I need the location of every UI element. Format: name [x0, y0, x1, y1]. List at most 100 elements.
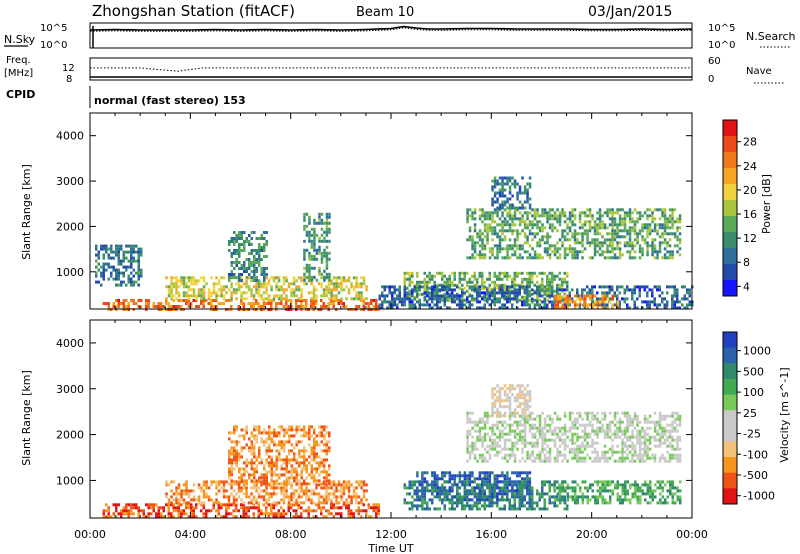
range-cell	[596, 244, 599, 248]
range-cell	[115, 283, 118, 287]
range-cell	[215, 305, 218, 308]
range-cell	[483, 438, 487, 442]
range-cell	[355, 495, 358, 499]
range-cell	[285, 479, 288, 483]
range-cell	[533, 235, 537, 239]
range-cell	[476, 438, 479, 442]
range-cell	[478, 294, 481, 298]
range-cell	[167, 483, 171, 487]
range-cell	[508, 289, 511, 293]
range-cell	[170, 515, 173, 519]
range-cell	[528, 492, 531, 496]
range-cell	[508, 300, 511, 304]
range-cell	[372, 506, 375, 510]
range-cell	[541, 480, 544, 484]
range-cell	[242, 483, 246, 487]
range-cell	[347, 503, 350, 507]
range-cell	[197, 291, 201, 295]
range-cell	[295, 440, 298, 444]
range-cell	[476, 495, 479, 499]
range-cell	[568, 429, 572, 433]
range-cell	[340, 486, 343, 490]
range-cell	[240, 515, 243, 519]
range-cell	[260, 495, 263, 499]
range-cell	[536, 232, 539, 236]
range-cell	[282, 297, 286, 301]
range-cell	[518, 271, 521, 275]
range-cell	[275, 503, 278, 507]
range-cell	[283, 443, 286, 447]
range-cell	[513, 250, 517, 254]
range-cell	[152, 506, 155, 510]
range-cell	[147, 512, 150, 516]
range-cell	[122, 302, 125, 305]
range-cell	[676, 294, 679, 298]
range-cell	[105, 262, 108, 266]
range-cell	[521, 247, 524, 251]
range-cell	[526, 223, 529, 227]
range-cell	[508, 498, 511, 502]
range-cell	[556, 480, 559, 484]
range-cell	[327, 512, 330, 516]
range-cell	[245, 470, 248, 474]
range-cell	[355, 297, 358, 301]
range-cell	[330, 501, 333, 505]
range-cell	[601, 285, 604, 289]
range-cell	[265, 492, 268, 496]
range-cell	[678, 217, 682, 221]
range-cell	[265, 461, 268, 465]
range-cell	[122, 253, 125, 257]
range-cell	[496, 247, 499, 251]
range-cell	[501, 277, 504, 281]
range-cell	[270, 437, 273, 441]
range-cell	[230, 305, 233, 308]
noise-panel: N.Sky 10^5 10^0 10^5 10^0 N.Search	[4, 22, 796, 51]
range-cell	[175, 486, 178, 490]
range-cell	[355, 480, 358, 484]
range-cell	[431, 489, 434, 493]
range-cell	[601, 300, 604, 304]
range-cell	[192, 279, 196, 283]
range-cell	[365, 288, 368, 292]
range-cell	[102, 277, 105, 281]
range-cell	[130, 259, 133, 263]
range-cell	[413, 295, 416, 299]
range-cell	[270, 509, 273, 513]
range-cell	[513, 206, 517, 210]
range-cell	[298, 449, 301, 453]
range-cell	[303, 467, 306, 471]
range-cell	[556, 256, 559, 260]
range-cell	[551, 280, 554, 284]
range-cell	[323, 248, 326, 252]
range-cell	[192, 299, 195, 302]
range-cell	[663, 303, 666, 307]
range-cell	[431, 498, 434, 502]
range-cell	[661, 291, 664, 295]
range-cell	[578, 306, 581, 310]
range-cell	[584, 297, 587, 301]
range-cell	[516, 238, 519, 242]
range-cell	[125, 250, 128, 254]
range-cell	[267, 498, 271, 502]
range-cell	[252, 515, 255, 519]
range-cell	[290, 458, 293, 462]
range-cell	[122, 512, 125, 516]
range-cell	[312, 291, 316, 295]
range-cell	[503, 223, 507, 227]
range-cell	[298, 452, 301, 456]
range-cell	[561, 298, 564, 302]
range-cell	[253, 425, 256, 429]
range-cell	[303, 215, 306, 219]
range-cell	[297, 297, 301, 301]
range-cell	[653, 250, 657, 254]
range-cell	[501, 182, 504, 186]
range-cell	[305, 492, 308, 496]
range-cell	[258, 425, 261, 429]
range-cell	[551, 300, 554, 304]
range-cell	[255, 249, 258, 252]
range-cell	[305, 489, 308, 493]
range-cell	[581, 450, 584, 454]
range-cell	[673, 291, 676, 295]
range-cell	[526, 501, 529, 505]
range-cell	[182, 279, 186, 283]
